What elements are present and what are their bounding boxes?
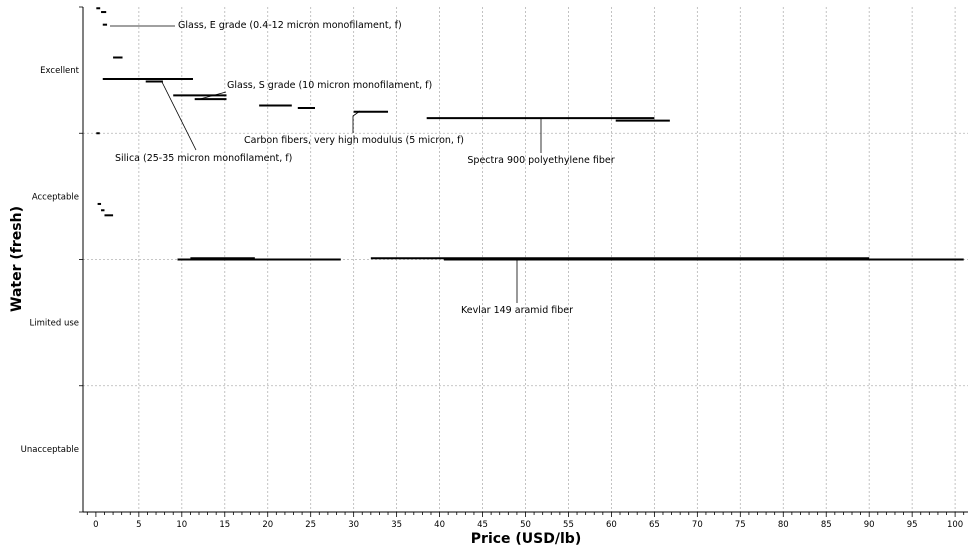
- x-tick-label: 60: [606, 520, 617, 530]
- x-tick-label: 55: [563, 520, 574, 530]
- annotation-label: Silica (25-35 micron monofilament, f): [115, 153, 292, 164]
- x-tick-label: 50: [520, 520, 531, 530]
- x-tick-label: 100: [947, 520, 963, 530]
- x-tick-label: 85: [821, 520, 832, 530]
- annotation-label: Spectra 900 polyethylene fiber: [467, 155, 614, 166]
- x-tick-label: 35: [391, 520, 402, 530]
- annotation-label: Carbon fibers, very high modulus (5 micr…: [244, 135, 464, 146]
- y-category-label: Limited use: [30, 319, 79, 329]
- annotation-leader: [161, 81, 197, 151]
- axes: 0 5 10 15 20 25 30 35 40 45 50 55 60 65 70 75 80 85 90 95 10…: [21, 6, 968, 530]
- x-tick-label: 95: [907, 520, 918, 530]
- x-tick-label: 15: [219, 520, 230, 530]
- x-tick-label: 5: [136, 520, 141, 530]
- y-category-label: Acceptable: [32, 192, 79, 202]
- y-category-label: Unacceptable: [21, 445, 79, 455]
- annotation-label: Glass, E grade (0.4-12 micron monofilame…: [178, 20, 402, 31]
- x-tick-label: 25: [305, 520, 316, 530]
- x-tick-label: 30: [348, 520, 359, 530]
- x-tick-label: 40: [434, 520, 445, 530]
- annotation-label: Kevlar 149 aramid fiber: [461, 305, 573, 316]
- x-axis-title: Price (USD/lb): [471, 531, 581, 547]
- marks: [96, 7, 964, 261]
- x-tick-label: 0: [93, 520, 98, 530]
- x-tick-label: 20: [262, 520, 273, 530]
- y-axis-title: Water (fresh): [9, 206, 25, 312]
- x-tick-label: 80: [778, 520, 789, 530]
- annotation-leader: [199, 91, 227, 100]
- x-tick-label: 45: [477, 520, 488, 530]
- x-tick-label: 90: [864, 520, 875, 530]
- x-tick-label: 10: [176, 520, 187, 530]
- annotation-leader: [352, 110, 361, 133]
- x-tick-label: 75: [735, 520, 746, 530]
- annotations: Glass, E grade (0.4-12 micron monofilame…: [110, 20, 615, 316]
- y-category-label: Excellent: [40, 66, 79, 76]
- annotation-label: Glass, S grade (10 micron monofilament, …: [227, 80, 432, 91]
- x-tick-label: 70: [692, 520, 703, 530]
- x-tick-label: 65: [649, 520, 660, 530]
